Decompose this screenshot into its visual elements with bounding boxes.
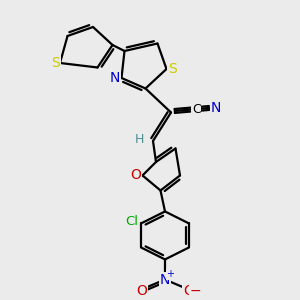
Text: Cl: Cl [125,214,138,227]
Text: +: + [166,269,174,279]
Text: C: C [192,103,201,116]
Text: N: N [211,101,221,115]
Text: O: O [136,284,147,298]
Text: H: H [135,133,144,146]
Text: O: O [130,169,141,182]
Text: N: N [160,272,170,286]
Text: S: S [51,56,60,70]
Text: S: S [168,62,177,76]
Text: N: N [110,71,120,85]
Text: −: − [190,284,201,298]
Text: O: O [183,284,194,298]
